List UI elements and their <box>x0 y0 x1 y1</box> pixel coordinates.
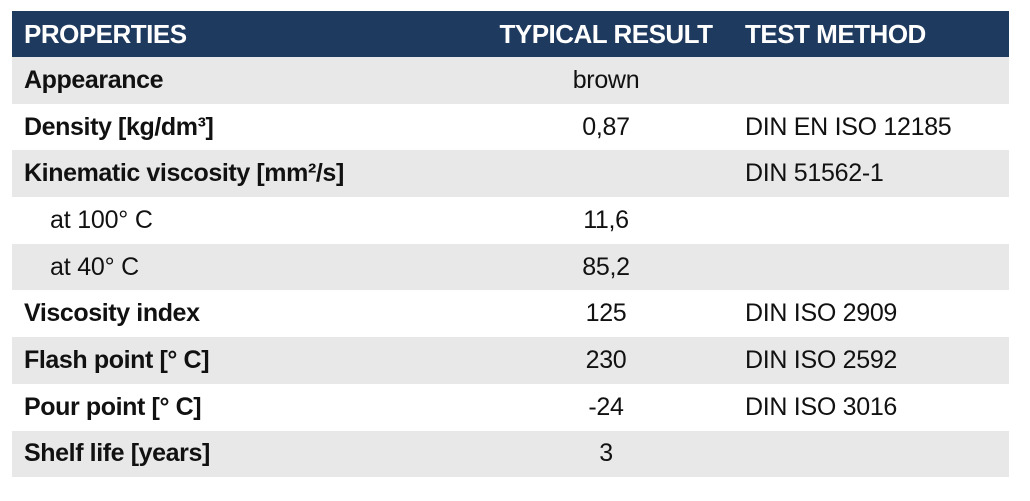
table-row: Shelf life [years] 3 <box>12 430 1009 478</box>
table-row: at 100° C 11,6 <box>12 197 1009 244</box>
row-method: DIN ISO 2592 <box>742 337 1009 384</box>
properties-table: PROPERTIES TYPICAL RESULT TEST METHOD Ap… <box>12 11 1009 478</box>
row-method <box>742 57 1009 104</box>
row-property: Flash point [° C] <box>12 337 470 384</box>
row-result: 11,6 <box>470 197 742 244</box>
header-test-method: TEST METHOD <box>742 11 1009 57</box>
row-property-sub: at 100° C <box>12 197 470 244</box>
table-row: Viscosity index 125 DIN ISO 2909 <box>12 290 1009 338</box>
row-result: 3 <box>470 430 742 478</box>
row-property: Density [kg/dm³] <box>12 103 470 151</box>
row-result: -24 <box>470 383 742 431</box>
table-row: Kinematic viscosity [mm²/s] DIN 51562-1 <box>12 150 1009 198</box>
row-property: Viscosity index <box>12 290 470 338</box>
row-result: 230 <box>470 337 742 384</box>
row-property: Kinematic viscosity [mm²/s] <box>12 150 470 198</box>
table-row: at 40° C 85,2 <box>12 243 1009 291</box>
table-row: Pour point [° C] -24 DIN ISO 3016 <box>12 383 1009 431</box>
row-property: Shelf life [years] <box>12 430 470 478</box>
row-property: Pour point [° C] <box>12 383 470 431</box>
header-row: PROPERTIES TYPICAL RESULT TEST METHOD <box>12 11 1009 57</box>
header-properties: PROPERTIES <box>12 11 470 57</box>
row-result <box>470 150 742 198</box>
row-method: DIN ISO 3016 <box>742 383 1009 431</box>
row-result: 85,2 <box>470 243 742 291</box>
row-property: Appearance <box>12 57 470 104</box>
properties-table-container: PROPERTIES TYPICAL RESULT TEST METHOD Ap… <box>12 11 1009 478</box>
row-result: brown <box>470 57 742 104</box>
row-result: 125 <box>470 290 742 338</box>
row-method: DIN EN ISO 12185 <box>742 103 1009 151</box>
row-method <box>742 243 1009 291</box>
row-method <box>742 197 1009 244</box>
table-row: Appearance brown <box>12 57 1009 104</box>
row-method: DIN 51562-1 <box>742 150 1009 198</box>
table-row: Flash point [° C] 230 DIN ISO 2592 <box>12 337 1009 384</box>
table-body: Appearance brown Density [kg/dm³] 0,87 D… <box>12 57 1009 478</box>
row-method <box>742 430 1009 478</box>
row-result: 0,87 <box>470 103 742 151</box>
table-header: PROPERTIES TYPICAL RESULT TEST METHOD <box>12 11 1009 57</box>
row-property-sub: at 40° C <box>12 243 470 291</box>
row-method: DIN ISO 2909 <box>742 290 1009 338</box>
header-typical-result: TYPICAL RESULT <box>470 11 742 57</box>
table-row: Density [kg/dm³] 0,87 DIN EN ISO 12185 <box>12 103 1009 151</box>
